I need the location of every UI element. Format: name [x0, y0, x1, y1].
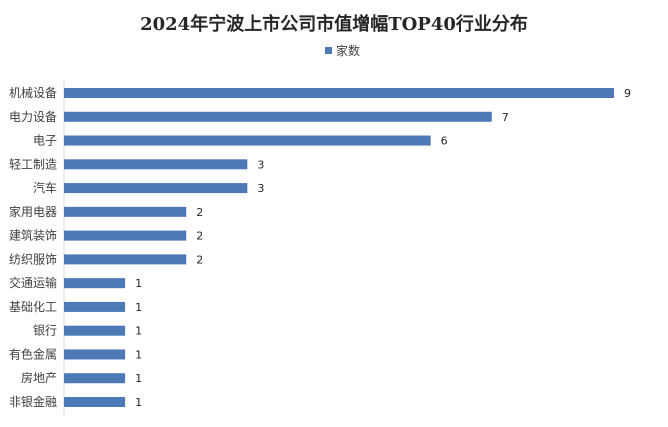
bar-10	[64, 301, 126, 312]
bars	[64, 88, 614, 407]
category-label-5: 汽车	[33, 180, 57, 195]
value-labels: 9 7 6 3 3 2 2 2 1 1 1 1 1 1	[135, 87, 631, 409]
value-label-11: 1	[135, 325, 142, 338]
value-label-12: 1	[135, 348, 142, 361]
bar-9	[64, 278, 126, 289]
value-label-10: 1	[135, 301, 142, 314]
value-label-3: 6	[441, 135, 448, 148]
bar-13	[64, 373, 126, 384]
bar-7	[64, 230, 187, 241]
bar-5	[64, 183, 248, 194]
category-labels: 机械设备电力设备电子轻工制造汽车家用电器建筑装饰纺织服饰交通运输基础化工银行有色…	[9, 85, 57, 409]
bar-1	[64, 88, 614, 98]
legend-swatch	[325, 47, 332, 54]
value-label-7: 2	[196, 230, 203, 243]
category-label-12: 有色金属	[9, 346, 57, 361]
chart-title: 2024年宁波上市公司市值增幅TOP40行业分布	[140, 13, 528, 35]
category-label-13: 房地产	[21, 370, 57, 385]
value-label-2: 7	[502, 111, 509, 124]
value-label-6: 2	[196, 206, 203, 219]
value-label-9: 1	[135, 277, 142, 290]
bar-3	[64, 135, 431, 146]
bar-4	[64, 159, 248, 170]
bar-12	[64, 349, 126, 360]
category-label-9: 交通运输	[9, 275, 57, 290]
value-label-13: 1	[135, 372, 142, 385]
category-label-8: 纺织服饰	[9, 252, 57, 266]
category-label-11: 银行	[33, 324, 57, 338]
value-label-1: 9	[624, 87, 631, 100]
legend-label: 家数	[336, 43, 360, 58]
value-label-8: 2	[196, 253, 203, 266]
category-label-3: 电子	[33, 134, 57, 148]
value-label-5: 3	[257, 182, 264, 195]
category-label-10: 基础化工	[9, 300, 57, 314]
legend: 家数	[325, 43, 360, 58]
value-label-4: 3	[257, 158, 264, 171]
bar-8	[64, 254, 187, 265]
category-label-2: 电力设备	[9, 110, 57, 124]
bar-11	[64, 325, 126, 336]
category-label-4: 轻工制造	[9, 157, 57, 171]
category-label-7: 建筑装饰	[9, 228, 57, 243]
category-label-1: 机械设备	[9, 85, 57, 100]
bar-2	[64, 111, 492, 122]
bar-14	[64, 397, 126, 407]
category-label-14: 非银金融	[9, 394, 57, 409]
value-label-14: 1	[135, 396, 142, 409]
category-label-6: 家用电器	[9, 204, 57, 219]
bar-6	[64, 206, 187, 217]
